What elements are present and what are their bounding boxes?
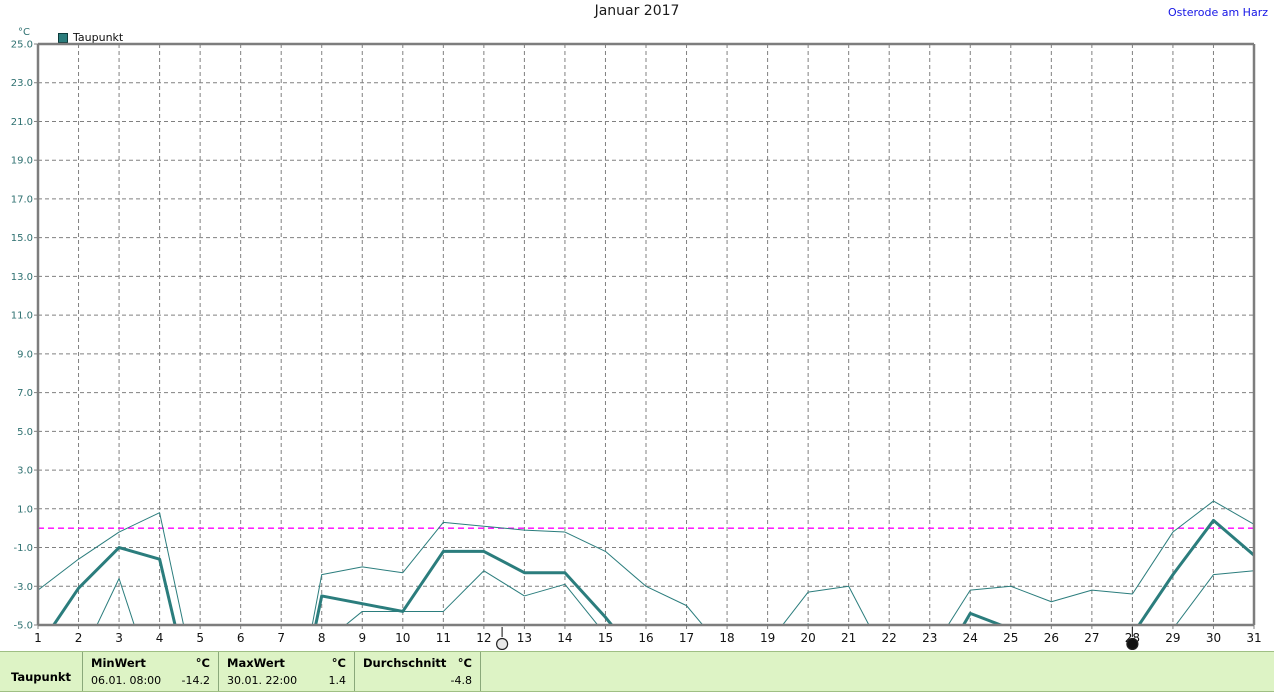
chart-svg: 25.023.021.019.017.015.013.011.09.07.05.…	[11, 40, 1262, 650]
x-tick-label: 4	[156, 631, 164, 645]
x-tick-label: 12	[476, 631, 491, 645]
x-tick-label: 13	[517, 631, 532, 645]
x-tick-label: 11	[436, 631, 451, 645]
stats-min-header: MinWert	[91, 656, 146, 670]
stats-filler	[480, 652, 1274, 691]
x-tick-label: 5	[196, 631, 204, 645]
data-series-group	[38, 500, 1254, 625]
y-tick-label: -1.0	[13, 543, 33, 554]
x-tick-label: 23	[922, 631, 937, 645]
x-tick-label: 8	[318, 631, 326, 645]
legend-swatch-taupunkt	[58, 32, 68, 43]
y-tick-label: 11.0	[11, 311, 33, 322]
x-tick-label: 6	[237, 631, 245, 645]
y-tick-label: 5.0	[17, 427, 33, 438]
stats-avg-value: -4.8	[450, 674, 472, 687]
x-tick-label: 25	[1003, 631, 1018, 645]
plot-area: 25.0 23.0 21.0 19.0 17.0 15.0 13.0 11.0 9.0 7.0 5.…	[11, 40, 1262, 650]
full-moon-icon	[496, 637, 509, 650]
stats-avg-header: Durchschnitt	[363, 656, 447, 670]
y-tick-label: 25.0	[11, 40, 33, 51]
stats-min-value: -14.2	[181, 674, 210, 687]
stats-series-label: Taupunkt	[10, 670, 72, 684]
x-tick-label: 16	[638, 631, 653, 645]
x-tick-label: 29	[1165, 631, 1180, 645]
stats-block-max: MaxWert °C 30.01. 22:00 1.4	[218, 652, 354, 691]
x-tick-label: 31	[1246, 631, 1261, 645]
x-tick-label: 9	[358, 631, 366, 645]
series-line-maximum	[38, 500, 1254, 625]
y-tick-label: 13.0	[11, 272, 33, 283]
x-tick-label: 17	[679, 631, 694, 645]
x-tick-label: 2	[75, 631, 83, 645]
x-tick-label: 27	[1084, 631, 1099, 645]
x-tick-label: 22	[882, 631, 897, 645]
station-label: Osterode am Harz	[1168, 6, 1268, 19]
y-tick-label: 7.0	[17, 388, 33, 399]
stats-min-unit: °C	[195, 656, 210, 670]
y-axis-unit-label: °C	[18, 27, 30, 38]
x-tick-label: 15	[598, 631, 613, 645]
stats-max-time: 30.01. 22:00	[227, 674, 298, 687]
y-tick-label: 1.0	[17, 504, 33, 515]
x-tick-label: 21	[841, 631, 856, 645]
y-tick-label: -3.0	[13, 582, 33, 593]
new-moon-icon	[1126, 637, 1139, 650]
stats-min-time: 06.01. 08:00	[91, 674, 162, 687]
x-tick-label: 20	[800, 631, 815, 645]
y-tick-label: 21.0	[11, 117, 33, 128]
stats-max-unit: °C	[331, 656, 346, 670]
statistics-bar: Taupunkt MinWert °C 06.01. 08:00 -14.2 M…	[0, 651, 1274, 692]
x-tick-label: 14	[557, 631, 572, 645]
x-tick-label: 1	[34, 631, 42, 645]
x-tick-label: 26	[1044, 631, 1059, 645]
y-tick-label: 3.0	[17, 466, 33, 477]
x-tick-label: 18	[719, 631, 734, 645]
y-tick-label: -5.0	[13, 621, 33, 632]
stats-block-average: Durchschnitt °C -4.8	[354, 652, 480, 691]
y-tick-label: 23.0	[11, 78, 33, 89]
x-tick-label: 19	[760, 631, 775, 645]
y-tick-label: 17.0	[11, 194, 33, 205]
stats-block-min: MinWert °C 06.01. 08:00 -14.2	[82, 652, 218, 691]
stats-max-header: MaxWert	[227, 656, 285, 670]
stats-max-value: 1.4	[328, 674, 347, 687]
x-tick-label: 30	[1206, 631, 1221, 645]
page-title: Januar 2017	[594, 3, 680, 19]
y-tick-label: 15.0	[11, 233, 33, 244]
chart-legend: Taupunkt	[58, 31, 123, 44]
legend-label-taupunkt: Taupunkt	[73, 31, 124, 44]
x-tick-label: 3	[115, 631, 123, 645]
stats-avg-unit: °C	[457, 656, 472, 670]
x-tick-label: 24	[963, 631, 978, 645]
y-tick-label: 19.0	[11, 156, 33, 167]
x-tick-label: 10	[395, 631, 410, 645]
y-tick-label: 9.0	[17, 349, 33, 360]
grid-lines: 25.023.021.019.017.015.013.011.09.07.05.…	[11, 40, 1262, 646]
x-tick-label: 7	[277, 631, 285, 645]
